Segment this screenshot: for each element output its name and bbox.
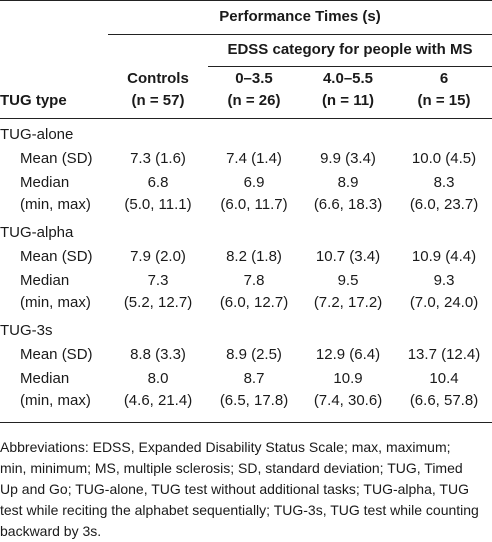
mean-value: 12.9 (6.4) xyxy=(315,346,381,363)
group-title: TUG-alpha xyxy=(0,224,74,241)
col-edss2-n: (n = 11) xyxy=(321,92,375,109)
mean-value: 10.7 (3.4) xyxy=(315,248,381,265)
median-label: Median xyxy=(20,272,70,289)
group-title: TUG-alone xyxy=(0,126,74,143)
median-value: 7.8 xyxy=(243,272,265,289)
abbreviations-footnote: Abbreviations: EDSS, Expanded Disability… xyxy=(0,439,479,539)
median-value: 8.7 xyxy=(243,370,265,387)
mean-value: 13.7 (12.4) xyxy=(407,346,481,363)
col-edss3-n: (n = 15) xyxy=(417,92,471,109)
median-value: 8.0 xyxy=(147,370,169,387)
range-value: (7.2, 17.2) xyxy=(313,294,383,311)
range-value: (6.0, 11.7) xyxy=(220,196,288,213)
median-value: 10.9 xyxy=(333,370,363,387)
range-value: (4.6, 21.4) xyxy=(123,392,193,409)
top-rule xyxy=(0,0,492,1)
range-value: (6.5, 17.8) xyxy=(219,392,289,409)
subspanner-rule xyxy=(208,66,492,67)
median-value: 6.9 xyxy=(243,174,265,191)
group-title: TUG-3s xyxy=(0,322,53,339)
median-value: 9.3 xyxy=(433,272,455,289)
range-value: (6.6, 57.8) xyxy=(409,392,479,409)
range-value: (7.0, 24.0) xyxy=(409,294,479,311)
col-controls-n: (n = 57) xyxy=(131,92,185,109)
col-edss2-name: 4.0–5.5 xyxy=(322,70,374,87)
col-controls-name: Controls xyxy=(127,70,189,87)
range-value: (5.2, 12.7) xyxy=(123,294,193,311)
spanner-header: Performance Times (s) xyxy=(219,8,381,25)
median-value: 7.3 xyxy=(147,272,169,289)
mean-value: 7.4 (1.4) xyxy=(226,150,282,167)
mean-label: Mean (SD) xyxy=(20,346,93,363)
median-value: 8.3 xyxy=(433,174,455,191)
median-value: 10.4 xyxy=(429,370,459,387)
mean-value: 7.9 (2.0) xyxy=(130,248,186,265)
mean-value: 8.9 (2.5) xyxy=(226,346,282,363)
mean-value: 7.3 (1.6) xyxy=(130,150,186,167)
mean-value: 9.9 (3.4) xyxy=(320,150,376,167)
mean-label: Mean (SD) xyxy=(20,248,93,265)
bottom-rule xyxy=(0,422,492,423)
subspanner-header: EDSS category for people with MS xyxy=(227,41,473,58)
median-label: Median xyxy=(20,370,70,387)
range-value: (6.0, 12.7) xyxy=(219,294,289,311)
mean-value: 8.2 (1.8) xyxy=(226,248,282,265)
range-value: (6.0, 23.7) xyxy=(409,196,479,213)
minmax-label: (min, max) xyxy=(20,196,91,213)
col-edss1-n: (n = 26) xyxy=(227,92,281,109)
mean-label: Mean (SD) xyxy=(20,150,93,167)
mean-value: 10.9 (4.4) xyxy=(411,248,477,265)
mean-value: 8.8 (3.3) xyxy=(130,346,186,363)
range-value: (5.0, 11.1) xyxy=(124,196,192,213)
median-value: 6.8 xyxy=(147,174,169,191)
spanner-rule xyxy=(108,34,492,35)
median-value: 8.9 xyxy=(337,174,359,191)
col-edss1-name: 0–3.5 xyxy=(235,70,273,87)
median-value: 9.5 xyxy=(337,272,359,289)
header-rule xyxy=(0,118,492,119)
row-label-header: TUG type xyxy=(0,92,67,109)
range-value: (7.4, 30.6) xyxy=(313,392,383,409)
col-edss3-name: 6 xyxy=(439,70,449,87)
minmax-label: (min, max) xyxy=(20,392,91,409)
minmax-label: (min, max) xyxy=(20,294,91,311)
median-label: Median xyxy=(20,174,70,191)
range-value: (6.6, 18.3) xyxy=(313,196,383,213)
mean-value: 10.0 (4.5) xyxy=(411,150,477,167)
